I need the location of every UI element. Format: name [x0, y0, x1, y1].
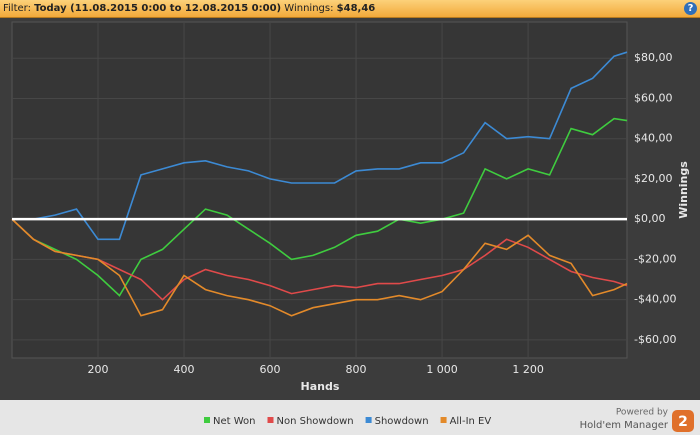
y-tick-label: $20,00	[634, 172, 673, 185]
logo-box	[672, 410, 694, 432]
filter-label: Filter:	[3, 3, 31, 14]
legend-swatch	[204, 417, 210, 423]
x-tick-label: 1 000	[426, 363, 458, 376]
x-axis-title: Hands	[301, 380, 340, 393]
help-button[interactable]: ?	[684, 2, 697, 15]
series-line	[11, 218, 628, 317]
y-tick-label: -$20,00	[634, 252, 676, 265]
legend-label: Showdown	[375, 416, 429, 427]
y-tick-label: $40,00	[634, 132, 673, 145]
filter-value: Today (11.08.2015 0:00 to 12.08.2015 0:0…	[34, 3, 282, 14]
filter-bar: Filter: Today (11.08.2015 0:00 to 12.08.…	[0, 0, 700, 18]
legend-swatch	[267, 417, 274, 423]
product-name: Hold'em Manager	[580, 420, 669, 431]
legend-swatch	[440, 417, 447, 423]
y-tick-label: $80,00	[634, 51, 673, 64]
x-tick-label: 200	[88, 363, 109, 376]
winnings-label: Winnings:	[284, 3, 334, 14]
winnings-value: $48,46	[336, 3, 376, 14]
legend-label: Non Showdown	[277, 416, 354, 427]
legend-label: Net Won	[213, 416, 256, 427]
y-tick-label: -$60,00	[634, 333, 676, 346]
series-line	[11, 218, 628, 301]
series-line	[11, 117, 628, 297]
x-tick-label: 400	[174, 363, 195, 376]
legend: Net Won Non Showdown Showdown All-In EV	[204, 416, 491, 427]
legend-swatch	[365, 417, 372, 423]
plot-area	[11, 21, 628, 359]
legend-label: All-In EV	[450, 416, 492, 427]
x-tick-label: 1 200	[512, 363, 544, 376]
x-tick-label: 800	[346, 363, 367, 376]
y-tick-label: $0,00	[634, 212, 666, 225]
legend-strip	[0, 400, 700, 435]
powered-by: Powered by	[616, 408, 669, 418]
y-tick-label: -$40,00	[634, 293, 676, 306]
series-line	[12, 51, 628, 241]
y-axis-title: Winnings	[677, 161, 690, 219]
x-tick-label: 600	[260, 363, 281, 376]
logo: 2	[678, 414, 688, 430]
y-tick-label: $60,00	[634, 91, 673, 104]
